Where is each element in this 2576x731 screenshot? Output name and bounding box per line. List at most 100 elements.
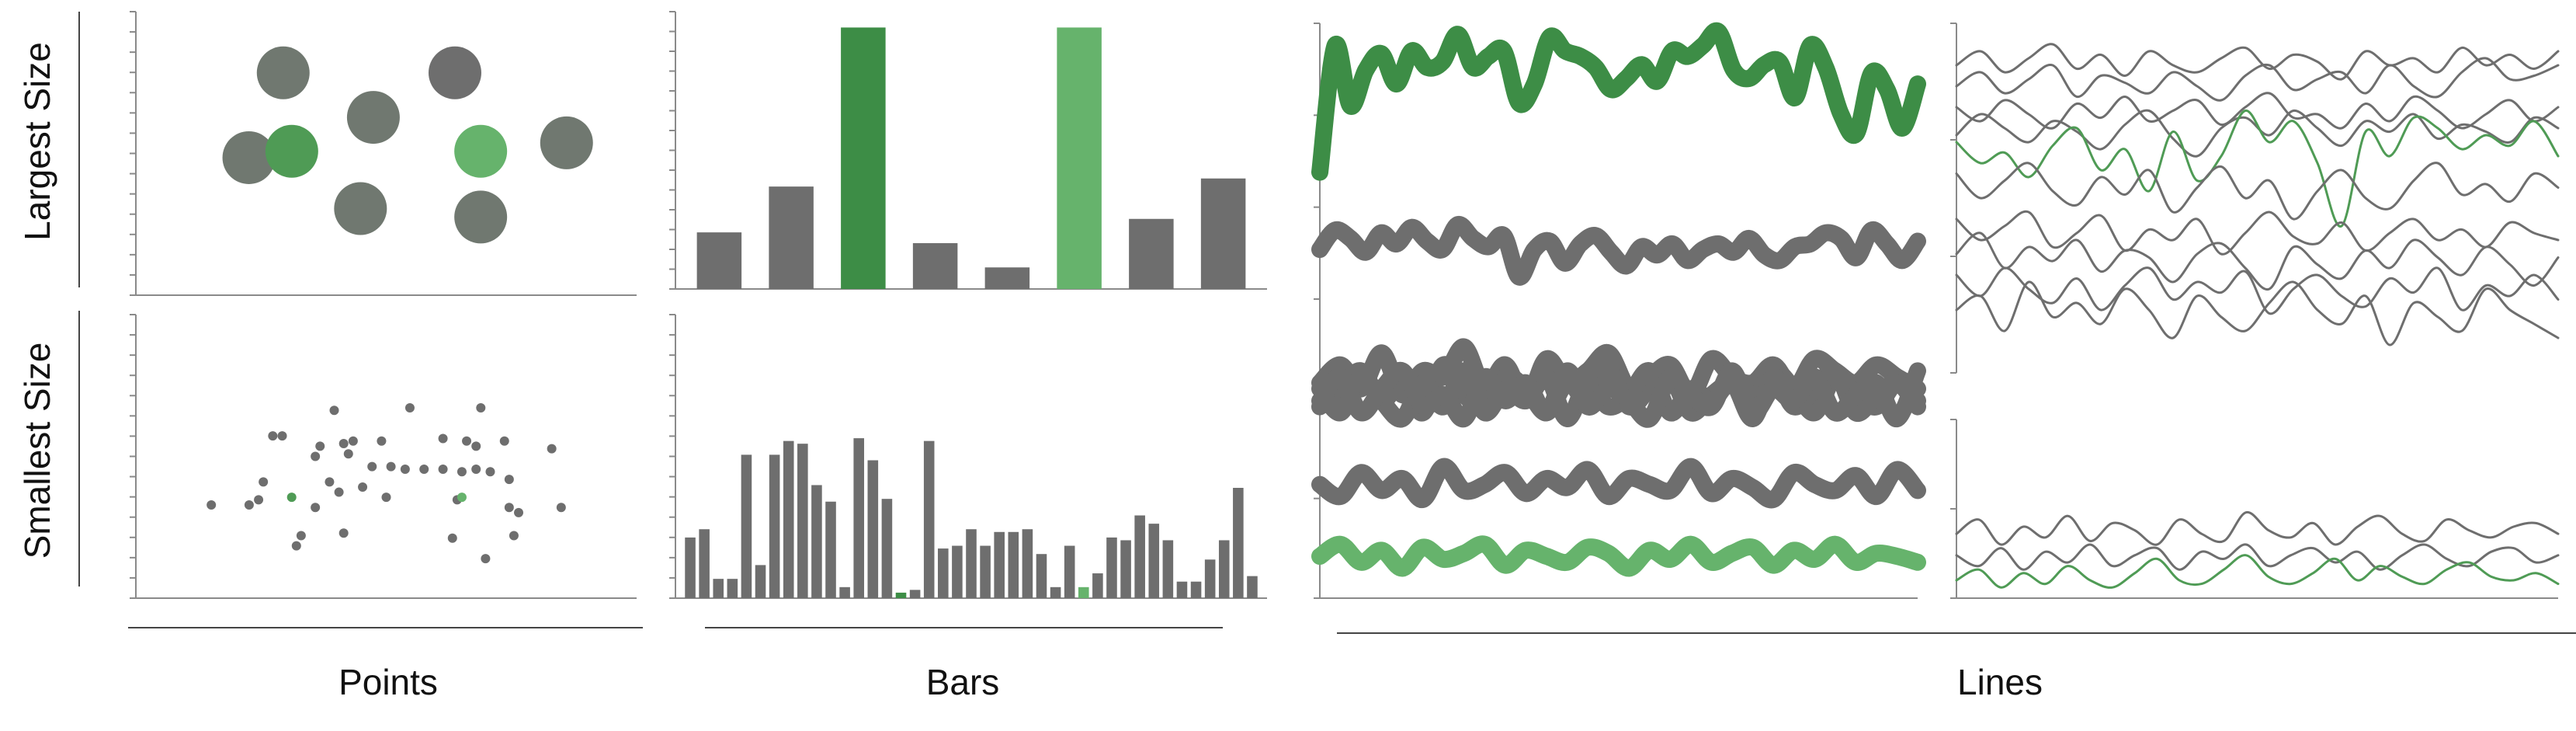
row-label-smallest-size: Smallest Size [17,343,57,559]
data-point [315,441,325,451]
bar [769,186,814,289]
data-point [454,190,508,244]
data-point [381,493,391,503]
chart-lines-smallest [1311,298,1926,599]
bar [699,529,710,598]
data-point [499,436,509,446]
series-line [1955,109,2560,158]
bar [909,590,921,598]
chart-lines-largest [1311,22,1926,300]
data-point [291,541,301,551]
bar [769,454,780,598]
row-label-largest-size: Largest Size [17,42,57,241]
highlighted-point [454,124,508,178]
bar [923,440,935,598]
bar [825,501,836,598]
data-point [438,464,448,474]
bar [1050,587,1061,598]
bar [1022,529,1033,598]
data-point [222,131,276,184]
highlighted-series-line [1955,554,2560,589]
bar [1008,531,1019,598]
bar [783,440,794,598]
bar [881,499,893,598]
data-point [556,503,566,513]
data-point [244,500,254,510]
bar [1247,576,1258,598]
highlighted-bar [1057,27,1102,289]
data-point [471,464,481,474]
highlighted-series-line [1311,535,1926,577]
data-point [346,91,400,144]
chart-lines-thin-bottom [1950,419,2560,599]
column-label-points: Points [338,662,438,702]
data-point [447,533,457,543]
data-point [438,433,448,444]
bar [1148,524,1160,598]
bar [755,565,766,598]
column-label-lines: Lines [1957,662,2043,702]
data-point [377,436,387,446]
chart-bars-smallest [669,314,1267,599]
bar [1233,488,1244,598]
series-line [1311,362,1926,428]
bar [952,545,963,598]
column-label-bars: Bars [926,662,1000,702]
bar [727,579,738,598]
data-point [428,46,481,99]
bar [1218,540,1230,598]
series-line [1955,210,2560,256]
highlighted-point [286,493,297,503]
data-point [207,500,217,510]
data-point [386,461,396,472]
data-point [259,477,269,487]
data-point [471,441,481,451]
bar [685,537,696,598]
data-point [338,439,349,449]
bar [853,438,865,598]
bar [811,485,822,598]
data-point [485,467,495,477]
series-line [1955,266,2560,315]
series-line [1955,280,2560,346]
highlighted-bar [841,27,886,289]
data-point [504,503,514,513]
series-line [1955,57,2560,102]
row-label-group: Largest Size Smallest Size [17,12,80,587]
data-point [540,116,593,169]
data-point [348,436,358,446]
highlighted-series-line [1311,22,1926,181]
data-point [256,46,310,99]
series-line [1311,216,1926,286]
bar [839,587,850,598]
data-point [334,182,387,235]
highlighted-series-line [1955,110,2560,228]
data-point [462,436,472,446]
chart-bars-largest [669,11,1267,290]
data-point [509,531,519,541]
bar [994,531,1005,598]
data-point [547,444,557,454]
bar [1204,559,1216,598]
data-point [338,528,349,538]
bar [867,460,879,598]
bar [1092,573,1103,598]
series-line [1311,338,1926,409]
data-point [457,467,467,477]
series-line [1955,162,2560,221]
data-point [329,406,339,416]
bar [741,454,752,598]
series-line [1955,43,2560,81]
data-point [311,503,321,513]
data-point [311,451,321,461]
data-point [277,431,287,441]
data-point [268,431,278,441]
bar [1120,540,1131,598]
bar [1106,537,1117,598]
data-point [419,464,429,474]
bar [1036,554,1047,598]
bar [1162,540,1174,598]
data-point [404,402,415,412]
bar [696,232,742,289]
data-point [296,531,306,541]
